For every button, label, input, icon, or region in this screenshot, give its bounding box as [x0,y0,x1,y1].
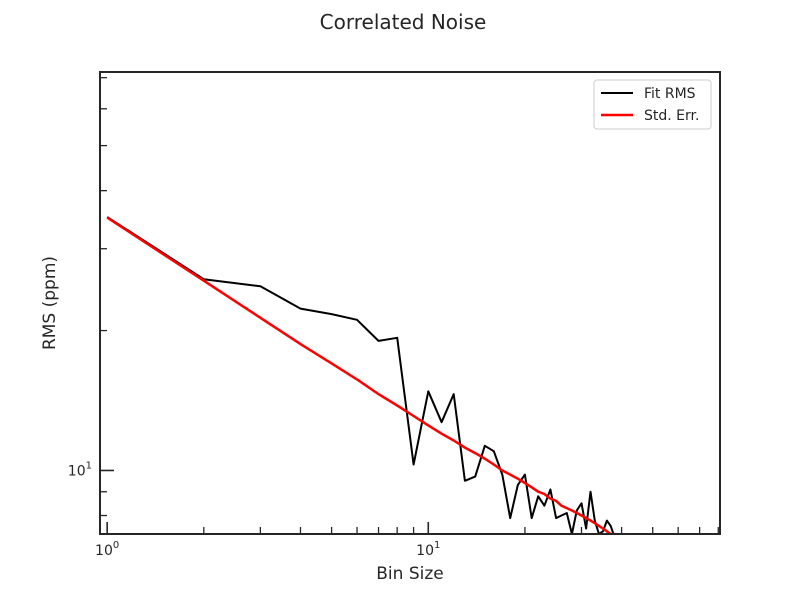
plot-area [106,216,617,534]
plot-frame [99,71,721,535]
legend-label-fit-rms: Fit RMS [644,86,696,102]
series-line-std-err [106,216,617,534]
x-axis-label: Bin Size [376,564,443,584]
legend-label-std-err: Std. Err. [644,108,699,124]
y-tick-label: 101 [68,460,92,479]
series-line-fit-rms [106,216,615,534]
axis-ticks: 100 101 101 [68,77,719,559]
x-tick-label: 101 [416,540,440,559]
x-tick-label: 100 [95,540,119,559]
legend: Fit RMS Std. Err. [593,79,712,130]
y-axis-label: RMS (ppm) [40,256,60,350]
chart-title: Correlated Noise [320,10,487,34]
